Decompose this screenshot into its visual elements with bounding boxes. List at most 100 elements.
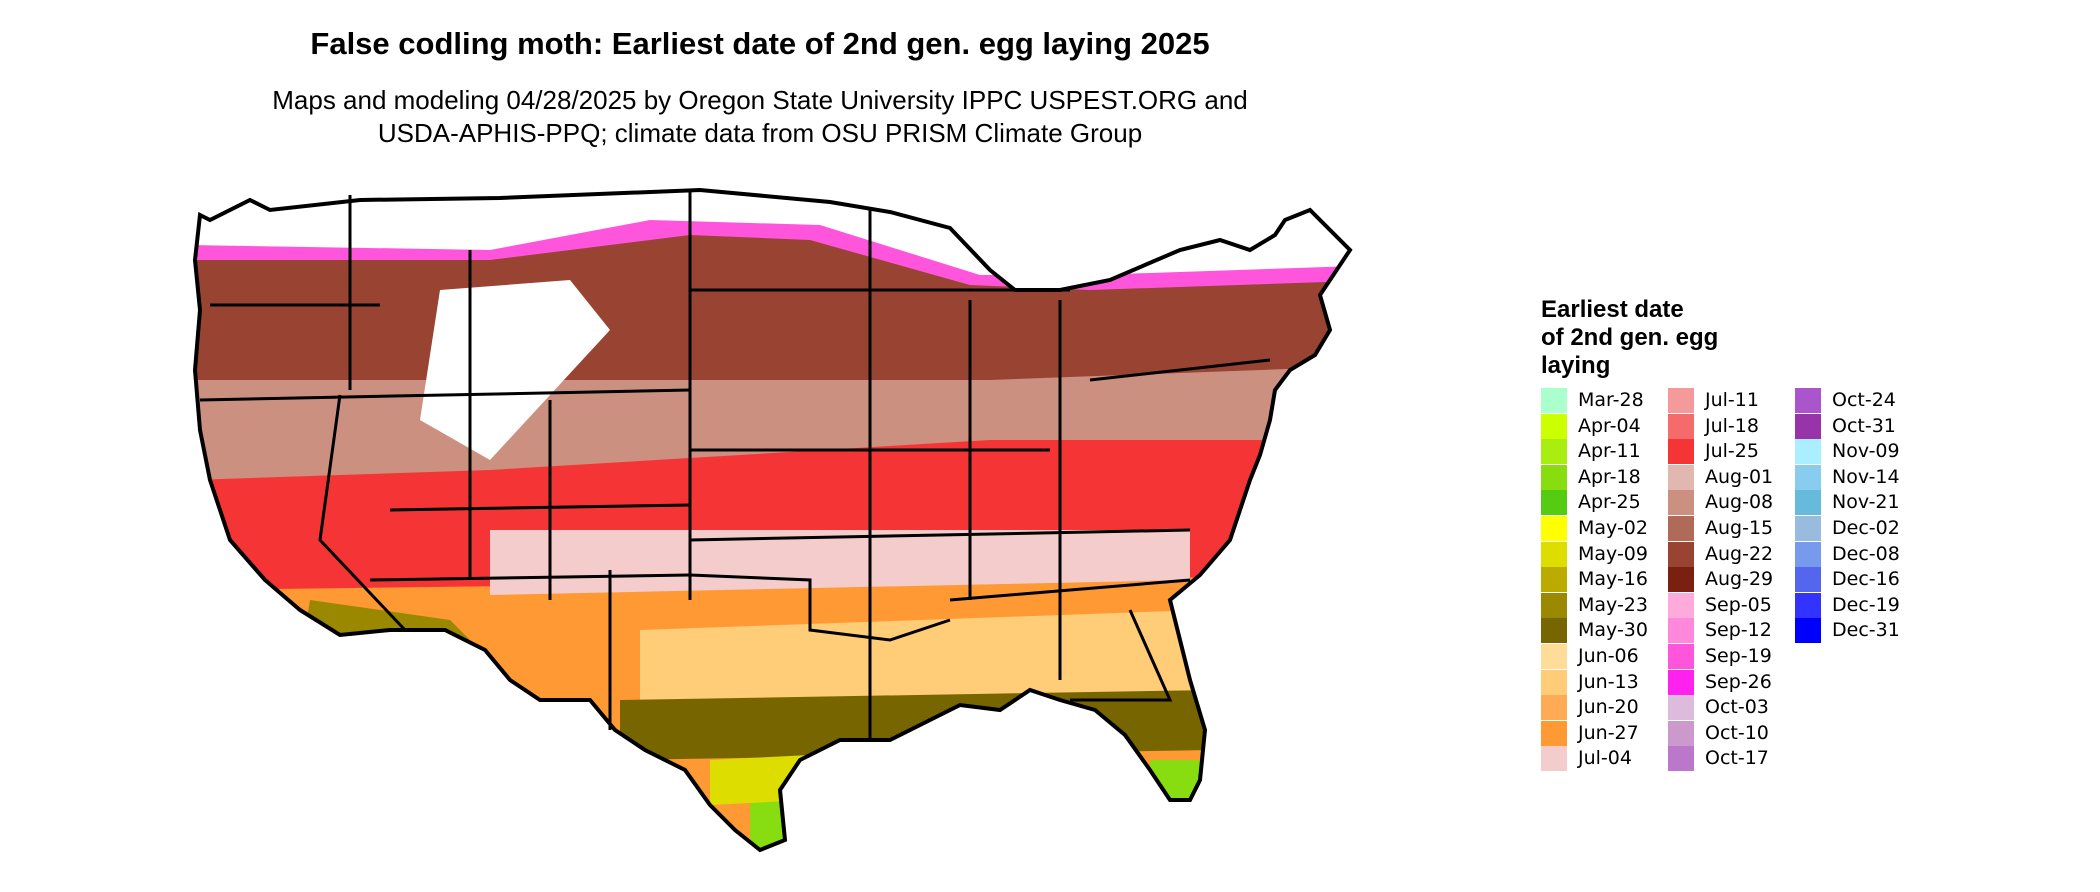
legend-swatch	[1541, 644, 1567, 669]
state-border-line	[1070, 609, 1173, 702]
subtitle-line-2: USDA-APHIS-PPQ; climate data from OSU PR…	[377, 118, 1143, 148]
legend-label: Nov-09	[1832, 440, 1900, 463]
legend-swatch	[1795, 464, 1821, 490]
legend-swatch	[1541, 592, 1567, 618]
legend-label: Dec-08	[1832, 542, 1900, 565]
legend-label: Jun-27	[1578, 721, 1639, 744]
legend-swatch	[1541, 720, 1567, 746]
legend-label: Dec-19	[1832, 593, 1900, 616]
legend-swatch	[1795, 388, 1821, 413]
legend-label: Jul-11	[1705, 389, 1759, 411]
legend-label: Dec-16	[1832, 568, 1900, 591]
legend-label: Jun-06	[1578, 645, 1639, 667]
legend-label: Oct-10	[1705, 721, 1769, 744]
legend-label: Sep-12	[1705, 619, 1772, 642]
chart-subtitle: Maps and modeling 04/28/2025 by Oregon S…	[0, 84, 1520, 150]
legend-swatch	[1795, 541, 1821, 567]
zone-rockies-unsuitable	[420, 280, 610, 460]
legend-swatch	[1541, 516, 1567, 541]
legend-swatch	[1668, 490, 1694, 516]
legend-swatch	[1668, 541, 1694, 567]
legend-swatch	[1795, 516, 1821, 541]
legend-label: Nov-21	[1832, 491, 1900, 514]
legend-swatch	[1795, 567, 1821, 593]
legend-label: May-02	[1578, 517, 1648, 539]
legend-swatch	[1541, 464, 1567, 490]
legend-label: Aug-08	[1705, 491, 1774, 514]
legend-label: Oct-31	[1832, 414, 1896, 437]
legend-swatch	[1668, 746, 1694, 772]
legend-title: Earliest date of 2nd gen. egg laying	[1541, 296, 1771, 380]
legend-label: Mar-28	[1578, 389, 1644, 411]
legend-swatch	[1541, 746, 1567, 772]
legend-label: Jun-13	[1578, 670, 1639, 693]
legend-label: May-30	[1578, 619, 1648, 642]
map-colored-zones	[195, 190, 1350, 850]
us-phenology-map	[193, 188, 1352, 852]
state-border-line	[1089, 358, 1271, 382]
state-border-line	[369, 573, 691, 582]
legend-label: Aug-22	[1705, 542, 1774, 565]
legend-swatch	[1668, 464, 1694, 490]
legend-label: May-16	[1578, 568, 1648, 591]
legend-swatch	[1668, 669, 1694, 695]
legend-label: Aug-01	[1705, 465, 1774, 488]
state-border-line	[689, 528, 1191, 542]
legend-swatch	[1668, 388, 1694, 413]
legend-label: May-23	[1578, 593, 1648, 616]
legend-label: Oct-03	[1705, 696, 1769, 719]
legend-swatch	[1541, 541, 1567, 567]
zone-texas-yellow	[710, 755, 810, 805]
state-border-line	[318, 394, 407, 632]
zone-pale-transition	[490, 530, 1190, 595]
legend-title-line-3: laying	[1541, 352, 1611, 379]
legend-label: Apr-18	[1578, 465, 1641, 488]
legend-label: Jun-20	[1578, 696, 1639, 719]
legend-swatch	[1795, 413, 1821, 439]
legend-title-line-1: Earliest date	[1541, 296, 1684, 323]
legend-swatch	[1541, 669, 1567, 695]
legend-label: Dec-31	[1832, 619, 1900, 642]
legend-label: Apr-25	[1578, 491, 1641, 514]
legend-swatch	[1668, 592, 1694, 618]
legend-swatch	[1668, 695, 1694, 721]
legend-swatch	[1541, 567, 1567, 593]
legend-swatch	[1668, 567, 1694, 593]
legend-swatch	[1541, 413, 1567, 439]
legend-title-line-2: of 2nd gen. egg	[1541, 324, 1719, 351]
legend-label: Sep-19	[1705, 645, 1772, 667]
state-border-line	[199, 388, 691, 402]
legend-swatch	[1668, 516, 1694, 541]
legend-swatch	[1795, 439, 1821, 465]
legend-label: Oct-17	[1705, 747, 1769, 770]
legend-label: May-09	[1578, 542, 1648, 565]
legend-swatch	[1795, 490, 1821, 516]
legend-swatch	[1541, 388, 1567, 413]
state-border-line	[949, 578, 1191, 602]
legend-swatch	[1668, 618, 1694, 644]
legend-label: Dec-02	[1832, 517, 1900, 539]
legend-swatch	[1541, 439, 1567, 465]
legend-swatch	[1795, 618, 1821, 644]
legend-label: Apr-11	[1578, 440, 1641, 463]
legend-swatch	[1668, 439, 1694, 465]
legend-label: Nov-14	[1832, 465, 1900, 488]
state-border-line	[689, 573, 951, 642]
legend-swatch	[1668, 644, 1694, 669]
state-border-line	[389, 503, 691, 512]
legend-label: Oct-24	[1832, 389, 1896, 411]
legend-swatch	[1541, 618, 1567, 644]
legend-swatch	[1795, 592, 1821, 618]
legend-swatch	[1541, 695, 1567, 721]
legend-label: Jul-18	[1705, 414, 1759, 437]
legend-label: Apr-04	[1578, 414, 1641, 437]
legend-label: Aug-15	[1705, 517, 1774, 539]
subtitle-line-1: Maps and modeling 04/28/2025 by Oregon S…	[272, 85, 1248, 115]
legend-label: Jul-25	[1705, 440, 1759, 463]
chart-title: False codling moth: Earliest date of 2nd…	[310, 26, 1210, 61]
legend-swatch	[1541, 490, 1567, 516]
legend-label: Jul-04	[1578, 747, 1632, 770]
legend-label: Aug-29	[1705, 568, 1774, 591]
state-borders	[199, 190, 1271, 740]
legend-swatch	[1668, 720, 1694, 746]
